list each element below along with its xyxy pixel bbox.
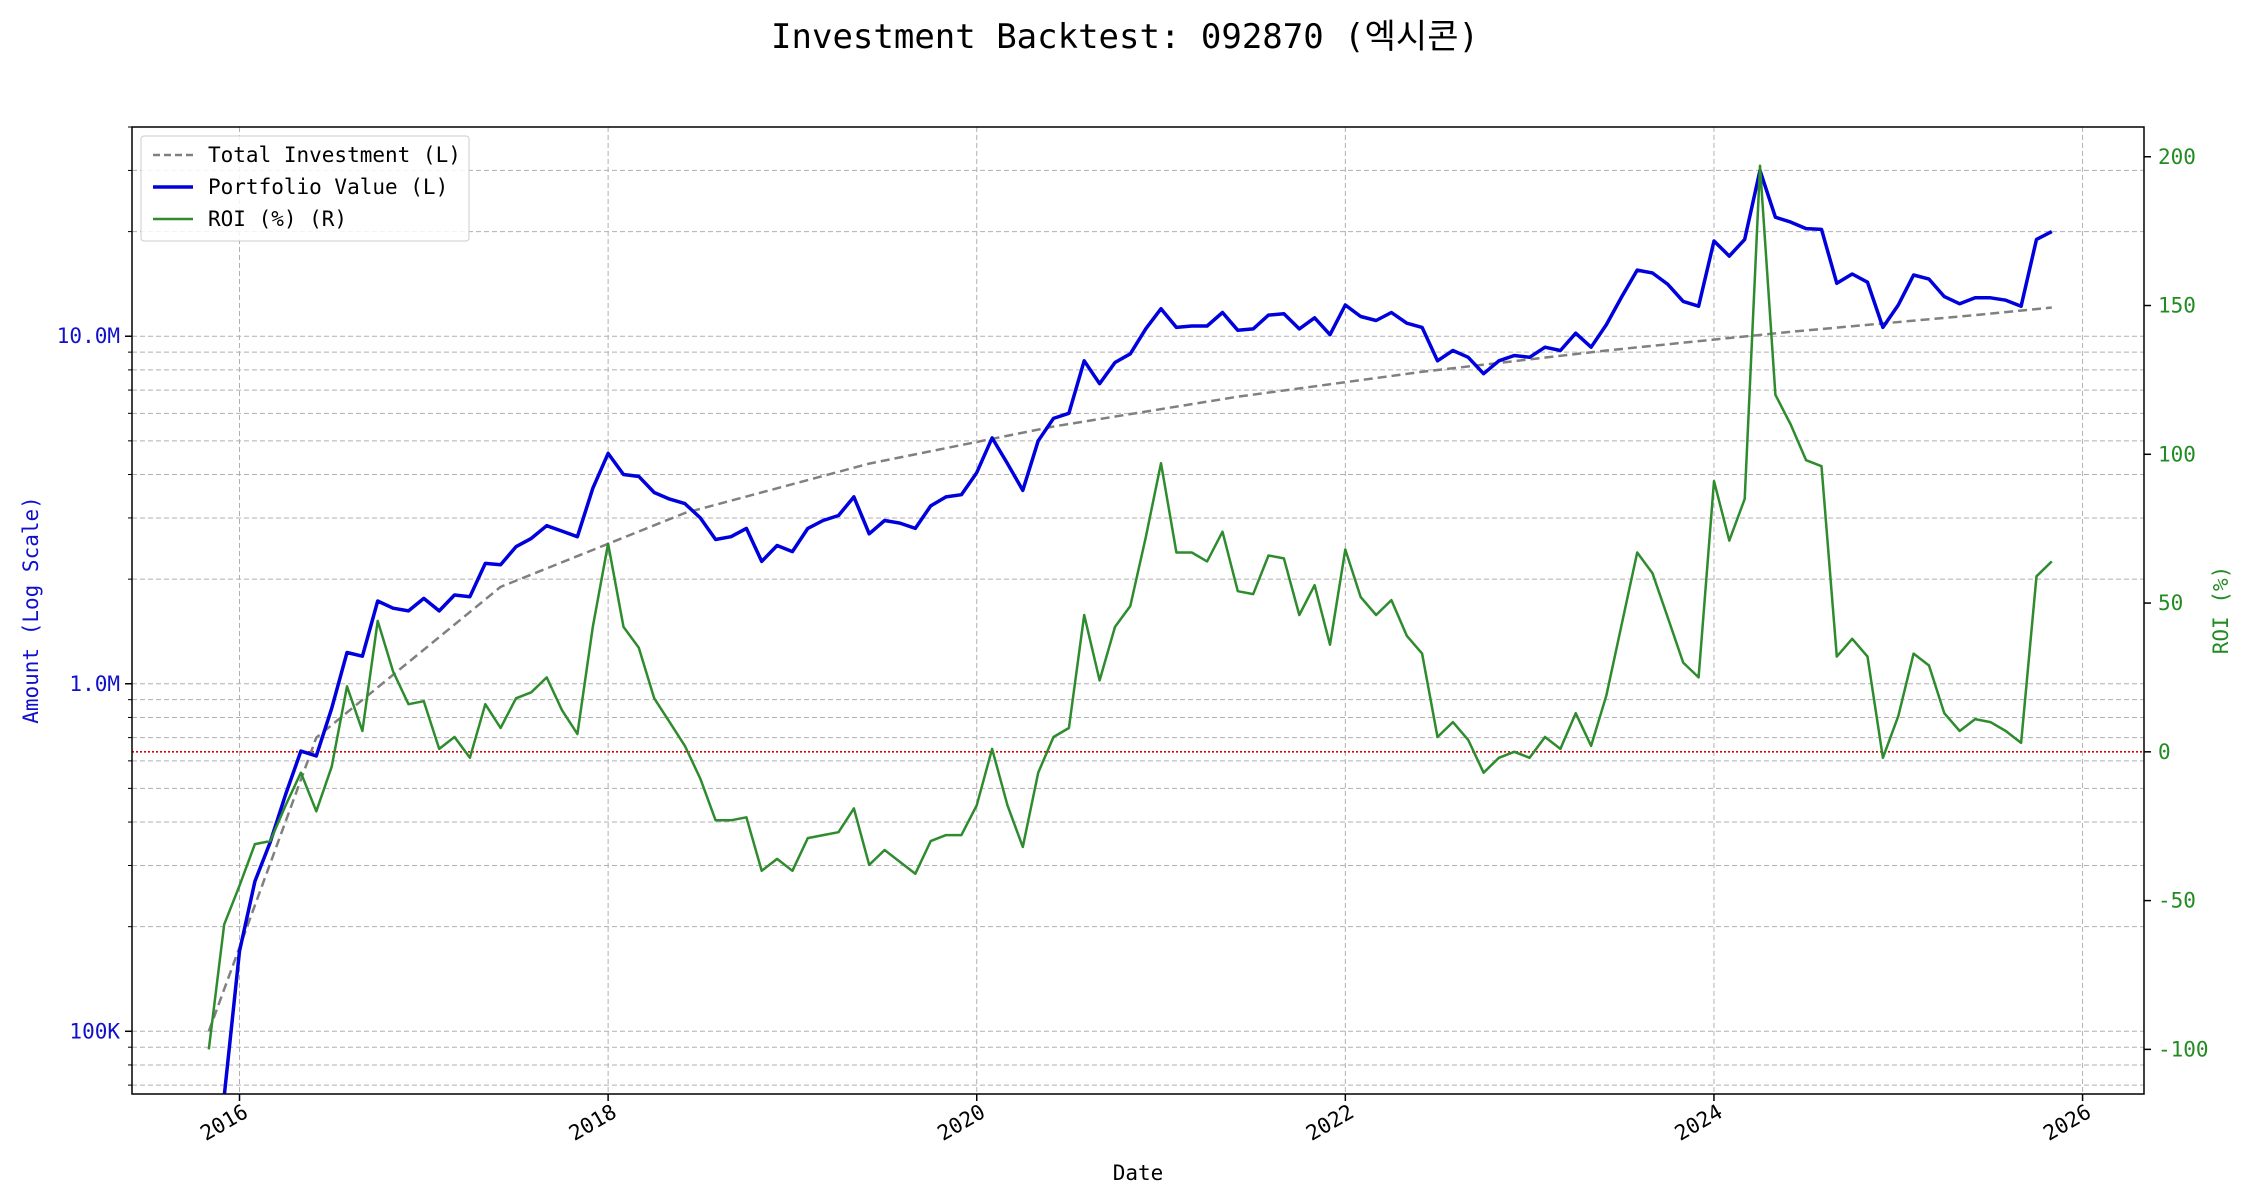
- right-tick-label: 50: [2158, 591, 2183, 615]
- right-tick-label: 100: [2158, 442, 2196, 466]
- legend-label-investment: Total Investment (L): [208, 143, 461, 167]
- chart-title: Investment Backtest: 092870 (엑시콘): [771, 17, 1479, 57]
- plot-frame: [131, 126, 2145, 1095]
- x-axis-label: Date: [1113, 1161, 1164, 1185]
- right-tick-label: -100: [2158, 1037, 2209, 1061]
- legend: Total Investment (L) Portfolio Value (L)…: [140, 135, 470, 242]
- legend-label-portfolio: Portfolio Value (L): [208, 175, 448, 199]
- right-tick-label: 150: [2158, 294, 2196, 318]
- left-tick-label: 10.0M: [57, 324, 120, 348]
- left-axis-ticks: 100K 1.0M 10.0M: [57, 126, 132, 1086]
- series-lines: [207, 164, 2053, 1094]
- right-tick-label: 200: [2158, 145, 2196, 169]
- right-tick-label: -50: [2158, 889, 2196, 913]
- grid-lines: [132, 126, 2144, 1094]
- left-axis-label: Amount (Log Scale): [19, 496, 43, 724]
- right-tick-label: 0: [2158, 740, 2171, 764]
- roi-series-line: [207, 164, 2053, 1050]
- portfolio-value-series-line: [222, 168, 2053, 1094]
- legend-box: [140, 135, 470, 242]
- left-tick-label: 1.0M: [69, 672, 120, 696]
- left-tick-label: 100K: [69, 1019, 120, 1043]
- investment-series-line: [207, 306, 2052, 1032]
- right-axis-ticks: -100 -50 0 50 100 150 200: [2144, 145, 2209, 1061]
- legend-label-roi: ROI (%) (R): [208, 207, 347, 231]
- right-axis-label: ROI (%): [2209, 566, 2233, 655]
